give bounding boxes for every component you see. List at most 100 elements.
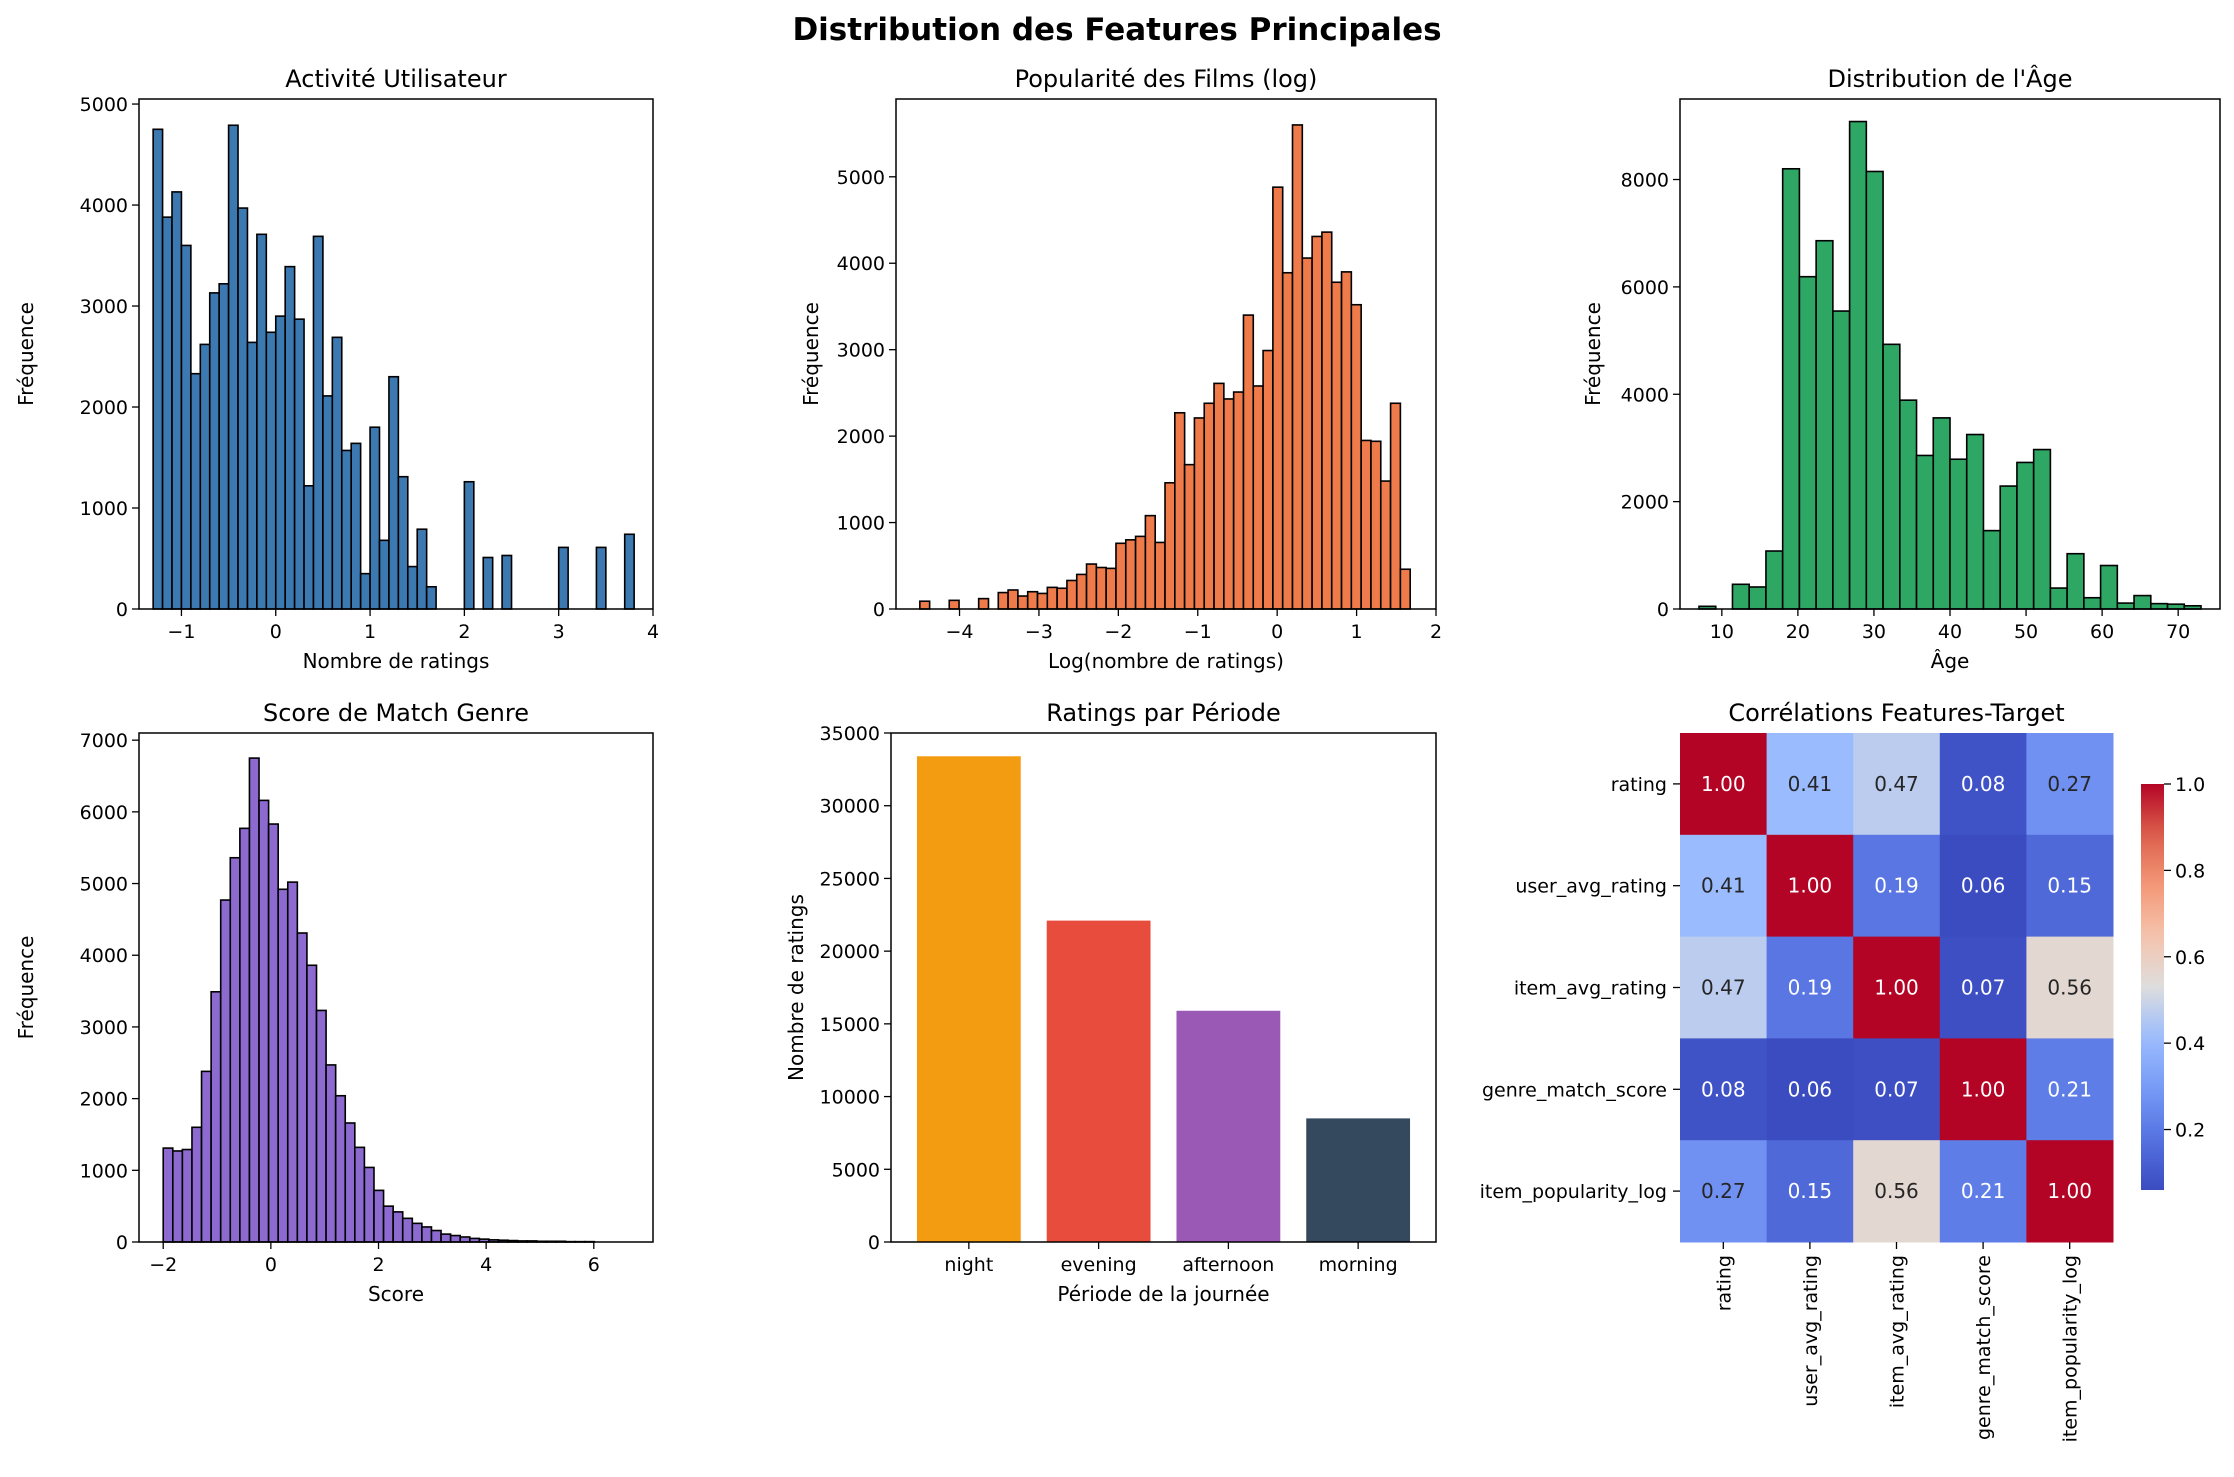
- bar-age-12: [1899, 399, 1918, 610]
- bar-popularity-49: [1399, 568, 1411, 610]
- category-label-afternoon: afternoon: [1182, 1254, 1274, 1276]
- x-tick-label-activity-2: 1: [364, 621, 376, 643]
- bar-age-26: [2133, 594, 2152, 610]
- x-label-genre: Score: [368, 1282, 424, 1306]
- x-tick-label-genre-2: 2: [372, 1254, 384, 1276]
- bar-activity-10: [246, 341, 258, 610]
- chart-genre: Score de Match Genre Score Fréquence 0 10…: [14, 699, 654, 1306]
- heatmap-value-3-0: 0.08: [1701, 1077, 1746, 1101]
- bar-popularity-31: [1223, 398, 1235, 610]
- x-tick-label-age-1: 20: [1786, 621, 1810, 643]
- col-label-item_avg_rating: item_avg_rating: [1887, 1255, 1909, 1408]
- col-label-rating: rating: [1713, 1255, 1735, 1311]
- y-label-activity: Fréquence: [14, 302, 38, 406]
- y-tick-label-activity-3: 3000: [80, 296, 128, 318]
- bar-genre-12: [277, 888, 289, 1243]
- category-label-morning: morning: [1319, 1254, 1398, 1276]
- x-tick-label-age-2: 30: [1862, 621, 1886, 643]
- bar-popularity-14: [1056, 587, 1068, 610]
- bar-age-24: [2099, 564, 2119, 610]
- bar-popularity-34: [1252, 385, 1264, 610]
- bar-age-11: [1882, 343, 1901, 610]
- bar-popularity-29: [1203, 402, 1215, 610]
- col-label-item_popularity_log: item_popularity_log: [2060, 1255, 2082, 1442]
- y-tick-label-activity-4: 4000: [80, 195, 128, 217]
- bar-activity-16: [303, 484, 315, 610]
- bar-genre-25: [401, 1217, 414, 1243]
- y-tick-label-popularity-3: 3000: [837, 340, 885, 362]
- heatmap-cell-0-1: [1766, 733, 1854, 836]
- bar-activity-13: [274, 315, 286, 610]
- x-tick-label-genre-4: 6: [588, 1254, 600, 1276]
- bar-activity-22: [359, 572, 371, 610]
- chart-periode: Ratings par Période Période de la journé…: [784, 699, 1437, 1306]
- bar-age-9: [1848, 120, 1868, 610]
- x-tick-label-popularity-6: 2: [1430, 621, 1442, 643]
- heatmap-value-0-3: 0.08: [1961, 772, 2006, 796]
- bar-popularity-20: [1115, 542, 1127, 610]
- x-tick-label-popularity-4: 0: [1271, 621, 1283, 643]
- axes-frame-popularity: [895, 98, 1437, 610]
- bar-genre-30: [449, 1234, 462, 1243]
- bar-age-5: [1781, 167, 1801, 610]
- heatmap-value-2-3: 0.07: [1961, 976, 2006, 1000]
- y-tick-label-age-0: 0: [1657, 599, 1669, 621]
- bar-popularity-41: [1321, 231, 1333, 610]
- x-tick-label-age-6: 70: [2166, 621, 2190, 643]
- x-label-age: Âge: [1931, 649, 1970, 673]
- heatmap-value-1-2: 0.19: [1874, 874, 1919, 898]
- heatmap-cell-3-2: [1853, 1038, 1941, 1141]
- y-tick-label-genre-0: 0: [116, 1232, 128, 1254]
- bar-activity-3: [180, 244, 192, 610]
- chart-popularity: Popularité des Films (log) Log(nombre de…: [799, 65, 1442, 673]
- x-tick-label-activity-5: 4: [647, 621, 659, 643]
- bar-genre-15: [306, 964, 318, 1243]
- bar-genre-1: [172, 1150, 184, 1243]
- heatmap-cell-3-3: [1939, 1038, 2027, 1141]
- bar-genre-24: [392, 1211, 404, 1243]
- bar-popularity-21: [1124, 539, 1137, 610]
- y-tick-label-genre-7: 7000: [80, 730, 128, 752]
- heatmap-cell-2-4: [2026, 936, 2114, 1039]
- heatmap-value-1-4: 0.15: [2047, 874, 2092, 898]
- bar-popularity-26: [1174, 411, 1186, 610]
- heatmap-value-4-3: 0.21: [1961, 1179, 2006, 1203]
- heatmap-cell-1-1: [1766, 834, 1854, 938]
- bar-popularity-3: [948, 599, 960, 610]
- heatmap-cell-4-3: [1939, 1140, 2027, 1243]
- heatmap-cell-0-4: [2026, 733, 2114, 836]
- bar-activity-50: [623, 533, 635, 610]
- x-tick-label-activity-3: 2: [458, 621, 470, 643]
- heatmap-value-1-3: 0.06: [1961, 874, 2006, 898]
- bar-periode-0: [916, 756, 1021, 1242]
- bar-activity-23: [369, 426, 381, 610]
- x-tick-label-age-4: 50: [2014, 621, 2038, 643]
- bar-age-3: [1748, 586, 1767, 610]
- bar-activity-27: [406, 565, 419, 610]
- bar-popularity-40: [1311, 235, 1323, 610]
- x-tick-label-age-3: 40: [1938, 621, 1962, 643]
- bar-activity-19: [331, 336, 343, 610]
- bar-genre-5: [210, 991, 222, 1243]
- heatmap-cell-1-3: [1939, 834, 2027, 938]
- bar-popularity-46: [1370, 440, 1382, 610]
- bar-popularity-28: [1193, 417, 1206, 610]
- bar-activity-7: [218, 283, 230, 610]
- bar-genre-13: [286, 881, 299, 1243]
- x-label-periode: Période de la journée: [1057, 1282, 1269, 1306]
- y-tick-label-periode-4: 20000: [820, 941, 880, 963]
- heatmap-value-0-2: 0.47: [1874, 772, 1919, 796]
- bar-popularity-11: [1026, 590, 1039, 610]
- bar-activity-12: [265, 331, 277, 610]
- heatmap-value-4-1: 0.15: [1788, 1179, 1833, 1203]
- heatmap-cell-4-0: [1680, 1140, 1768, 1243]
- y-tick-label-popularity-1: 1000: [837, 513, 885, 535]
- heatmap-cell-0-3: [1939, 733, 2027, 836]
- bar-age-22: [2066, 552, 2085, 610]
- bar-popularity-38: [1291, 124, 1304, 610]
- bar-periode-1: [1046, 920, 1151, 1242]
- bar-activity-9: [237, 207, 249, 610]
- heatmap-cell-2-3: [1939, 936, 2027, 1039]
- x-tick-label-popularity-1: −3: [1025, 621, 1053, 643]
- bar-age-6: [1798, 275, 1817, 610]
